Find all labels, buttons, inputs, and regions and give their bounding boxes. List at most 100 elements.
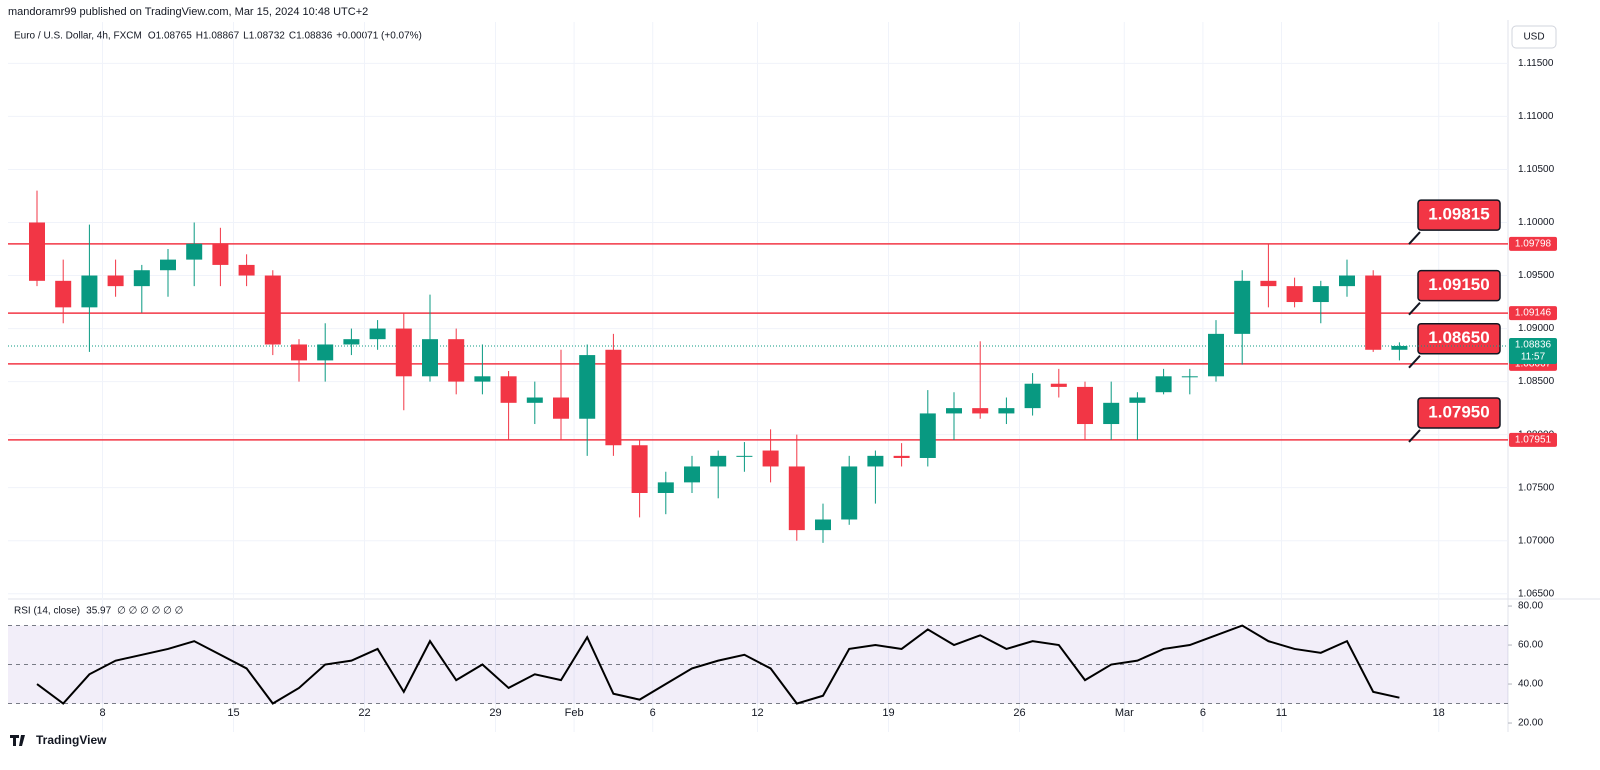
logo-mark xyxy=(10,735,25,746)
ohlc-value: 1.08765 xyxy=(156,31,193,42)
candle-body xyxy=(893,455,910,458)
candle-body xyxy=(238,264,255,276)
currency: USD xyxy=(1523,32,1544,43)
level-axis-box xyxy=(1509,236,1557,251)
candle-body xyxy=(579,355,596,419)
candle-body xyxy=(395,328,412,377)
x-tick-label: 18 xyxy=(1433,707,1445,719)
y-tick-label: 1.09500 xyxy=(1518,270,1555,281)
candle-body xyxy=(553,397,569,419)
y-tick-label: 1.11000 xyxy=(1518,111,1554,122)
rsi-line xyxy=(36,624,1400,705)
symbol: Euro / U.S. Dollar, 4h, FXCM xyxy=(14,31,142,42)
candle-body xyxy=(946,408,962,414)
ohlc-key: O xyxy=(148,31,156,42)
x-tick-label: Feb xyxy=(565,707,584,719)
candle-body xyxy=(81,275,98,308)
candle-body xyxy=(343,339,360,345)
callout-label: 1.09150 xyxy=(1428,275,1489,294)
candle-body xyxy=(710,455,727,467)
callout-box xyxy=(1417,269,1501,302)
candle-body xyxy=(1260,280,1277,287)
candle-body xyxy=(788,466,805,531)
candle-body xyxy=(448,339,465,382)
rsi-tick-label: 60.00 xyxy=(1518,640,1543,651)
rsi-tick-label: 20.00 xyxy=(1518,718,1543,729)
x-tick-label: 11 xyxy=(1276,707,1287,719)
candle-body xyxy=(762,450,779,467)
last-price-label: 1.08836 xyxy=(1515,340,1552,351)
candle-body xyxy=(1234,280,1251,334)
countdown: 11:57 xyxy=(1521,352,1546,363)
candle-body xyxy=(1286,286,1303,303)
candle-body xyxy=(684,466,700,483)
publisher: mandoramr99 published on TradingView.com… xyxy=(8,6,368,18)
last-price-box xyxy=(1509,337,1557,364)
callout-label: 1.07950 xyxy=(1428,402,1489,421)
y-tick-label: 1.10000 xyxy=(1518,217,1555,228)
level-axis-label: 1.07951 xyxy=(1515,434,1552,445)
callout-box xyxy=(1417,199,1501,231)
candle-body xyxy=(474,376,491,382)
symbol-legend: Euro / U.S. Dollar, 4h, FXCM O 1.08765 H 1.0… xyxy=(14,31,422,42)
change: +0.00071 (+0.07%) xyxy=(336,31,422,42)
candle-body xyxy=(1050,383,1067,387)
candle-body xyxy=(1391,345,1408,350)
candle-body xyxy=(186,243,203,260)
candle-body xyxy=(736,455,753,457)
rsi-value: 35.97 xyxy=(86,606,111,617)
callout-pointer xyxy=(1408,301,1421,316)
candle-body xyxy=(1339,275,1355,287)
candle-body xyxy=(133,270,150,287)
currency-button[interactable] xyxy=(1511,25,1557,49)
candle-body xyxy=(55,280,72,308)
candle-body xyxy=(369,328,386,340)
candle-body xyxy=(1181,376,1198,378)
candle-body xyxy=(867,455,884,467)
candle-body xyxy=(1208,333,1224,377)
x-tick-label: 29 xyxy=(489,707,501,719)
x-tick-label: 15 xyxy=(227,707,239,719)
x-tick-label: 6 xyxy=(1200,707,1206,719)
ohlc-value: 1.08732 xyxy=(249,31,286,42)
candle-body xyxy=(1365,275,1382,350)
ohlc-key: H xyxy=(196,31,203,42)
callout-label: 1.08650 xyxy=(1428,328,1489,347)
x-tick-label: 26 xyxy=(1013,707,1025,719)
y-tick-label: 1.10500 xyxy=(1518,164,1555,175)
rsi-tick-label: 80.00 xyxy=(1518,601,1543,612)
callout-box xyxy=(1417,397,1501,429)
level-axis-label: 1.08667 xyxy=(1515,359,1552,370)
candle-body xyxy=(605,349,622,446)
candle-body xyxy=(919,413,936,458)
y-tick-label: 1.06500 xyxy=(1518,588,1555,599)
level-axis-box xyxy=(1509,432,1557,447)
candle-body xyxy=(317,344,334,361)
ohlc-key: L xyxy=(243,31,249,42)
callout-label: 1.09815 xyxy=(1428,205,1489,224)
callout-pointer xyxy=(1408,429,1421,443)
ohlc-value: 1.08836 xyxy=(296,31,333,42)
candle-body xyxy=(631,445,648,493)
rsi-extra: ∅ ∅ ∅ ∅ ∅ ∅ xyxy=(117,606,183,617)
candle-body xyxy=(160,259,176,271)
level-axis-label: 1.09146 xyxy=(1515,308,1552,319)
candle-body xyxy=(264,275,281,345)
x-tick-label: 19 xyxy=(882,707,894,719)
candle-body xyxy=(972,408,989,414)
x-tick-label: 8 xyxy=(99,707,105,719)
candle-body xyxy=(500,376,517,403)
callout-pointer xyxy=(1408,231,1421,245)
ohlc-key: C xyxy=(289,31,296,42)
rsi-title: RSI (14, close) xyxy=(14,606,80,617)
y-tick-label: 1.11500 xyxy=(1518,58,1554,69)
candle-body xyxy=(212,243,229,265)
callout-box xyxy=(1417,322,1501,355)
callout-pointer xyxy=(1408,355,1421,369)
y-tick-label: 1.08500 xyxy=(1518,376,1555,387)
candle-body xyxy=(29,222,45,281)
candle-body xyxy=(526,397,543,403)
footer-logo: TradingView xyxy=(36,733,107,747)
candle-body xyxy=(1129,397,1146,403)
